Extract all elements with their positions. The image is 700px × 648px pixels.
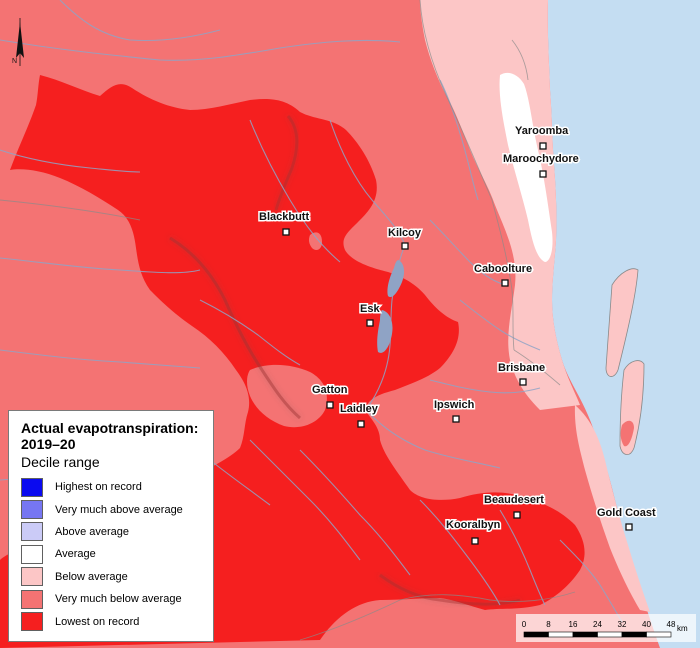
- legend-label: Very much below average: [55, 593, 182, 606]
- town-label: Yaroomba: [515, 125, 569, 137]
- scale-bar-segment: [621, 631, 647, 638]
- legend-swatch: [21, 477, 43, 497]
- legend-label: Average: [55, 548, 96, 561]
- town-marker: [326, 401, 334, 409]
- legend-row: Below average: [21, 566, 203, 588]
- legend-row: Average: [21, 543, 203, 565]
- town-label: Ipswich: [434, 399, 475, 411]
- scale-bar-tick: 40: [642, 620, 651, 629]
- legend-row: Lowest on record: [21, 610, 203, 632]
- town-marker: [471, 537, 479, 545]
- town-label: Caboolture: [474, 263, 532, 275]
- legend: Actual evapotranspiration: 2019–20 Decil…: [8, 410, 214, 642]
- admin-boundaries: [0, 0, 576, 641]
- town: Caboolture: [473, 262, 534, 287]
- town-label: Laidley: [340, 403, 379, 415]
- town: Maroochydore: [502, 152, 580, 178]
- town-label: Brisbane: [498, 362, 545, 374]
- scale-bar-tick: 48: [667, 620, 676, 629]
- town-marker: [282, 228, 290, 236]
- town: Ipswich: [433, 398, 476, 423]
- town-marker: [539, 170, 547, 178]
- region-below-average-north: [420, 0, 580, 410]
- town-marker: [357, 420, 365, 428]
- town-marker: [519, 378, 527, 386]
- town-marker: [366, 319, 374, 327]
- town-marker: [625, 523, 633, 531]
- scale-bar-tick: 0: [522, 620, 527, 629]
- scale-bar-segment: [523, 631, 549, 638]
- legend-swatch: [21, 567, 43, 587]
- town: Kilcoy: [387, 226, 423, 250]
- town: Gold Coast: [596, 506, 658, 531]
- town: Brisbane: [497, 361, 547, 386]
- town-label: Maroochydore: [503, 153, 579, 165]
- scale-bar-segment: [646, 631, 672, 638]
- legend-row: Highest on record: [21, 476, 203, 498]
- pocket-gatton: [247, 364, 327, 428]
- escarpment-north: [169, 236, 301, 420]
- scale-bar-tick: 24: [593, 620, 602, 629]
- scale-bar-segment: [548, 631, 574, 638]
- scale-bar: 0 8 16 24 32 40 48 km: [516, 614, 696, 642]
- legend-swatch: [21, 522, 43, 542]
- legend-swatch: [21, 612, 43, 632]
- legend-row: Above average: [21, 521, 203, 543]
- legend-title: Actual evapotranspiration:: [21, 420, 199, 436]
- pocket-west: [308, 232, 322, 250]
- legend-label: Below average: [55, 570, 128, 583]
- scale-bar-tick: 32: [618, 620, 627, 629]
- legend-swatch: [21, 500, 43, 520]
- town-marker: [501, 279, 509, 287]
- legend-label: Very much above average: [55, 503, 183, 516]
- legend-items: Highest on record Very much above average…: [21, 476, 203, 633]
- scale-bar-tick: 8: [546, 620, 551, 629]
- legend-label: Highest on record: [55, 481, 142, 494]
- town-label: Kilcoy: [388, 227, 422, 239]
- town-label: Gatton: [312, 384, 348, 396]
- lake-wivenhoe: [377, 310, 393, 353]
- town-label: Esk: [360, 303, 380, 315]
- scale-bar-segment: [597, 631, 623, 638]
- town-marker: [401, 242, 409, 250]
- legend-subtitle: Decile range: [21, 454, 100, 470]
- town: Kooralbyn: [445, 518, 502, 545]
- town-label: Kooralbyn: [446, 519, 501, 531]
- town-marker: [513, 511, 521, 519]
- legend-label: Above average: [55, 525, 129, 538]
- region-below-average-south: [574, 405, 650, 612]
- legend-row: Very much below average: [21, 588, 203, 610]
- town-label: Blackbutt: [259, 211, 309, 223]
- town: Esk: [359, 302, 382, 327]
- escarpment-south: [379, 573, 521, 606]
- island-bribie: [605, 268, 639, 377]
- town: Laidley: [339, 402, 380, 428]
- legend-row: Very much above average: [21, 498, 203, 520]
- legend-swatch: [21, 544, 43, 564]
- legend-title-period: 2019–20: [21, 436, 76, 452]
- town: Gatton: [311, 383, 349, 409]
- legend-label: Lowest on record: [55, 615, 140, 628]
- town: Beaudesert: [483, 493, 546, 519]
- scale-bar-unit: km: [677, 624, 688, 633]
- town-marker: [539, 142, 547, 150]
- legend-swatch: [21, 589, 43, 609]
- town-label: Gold Coast: [597, 507, 656, 519]
- north-arrow: N: [12, 18, 24, 66]
- town: Yaroomba: [514, 124, 571, 150]
- lake-somerset: [387, 260, 405, 298]
- town-label: Beaudesert: [484, 494, 544, 506]
- town-marker: [452, 415, 460, 423]
- town: Blackbutt: [258, 210, 311, 236]
- town-markers: Yaroomba Maroochydore Blackbutt Kilcoy Caboo…: [258, 124, 658, 545]
- region-average-coast: [499, 72, 553, 262]
- scale-bar-segment: [572, 631, 598, 638]
- island-stradbroke-tip: [620, 420, 634, 447]
- escarpment-west: [274, 115, 299, 211]
- scale-bar-tick: 16: [569, 620, 578, 629]
- north-arrow-label: N: [12, 58, 17, 65]
- scale-bar-background: [516, 614, 696, 642]
